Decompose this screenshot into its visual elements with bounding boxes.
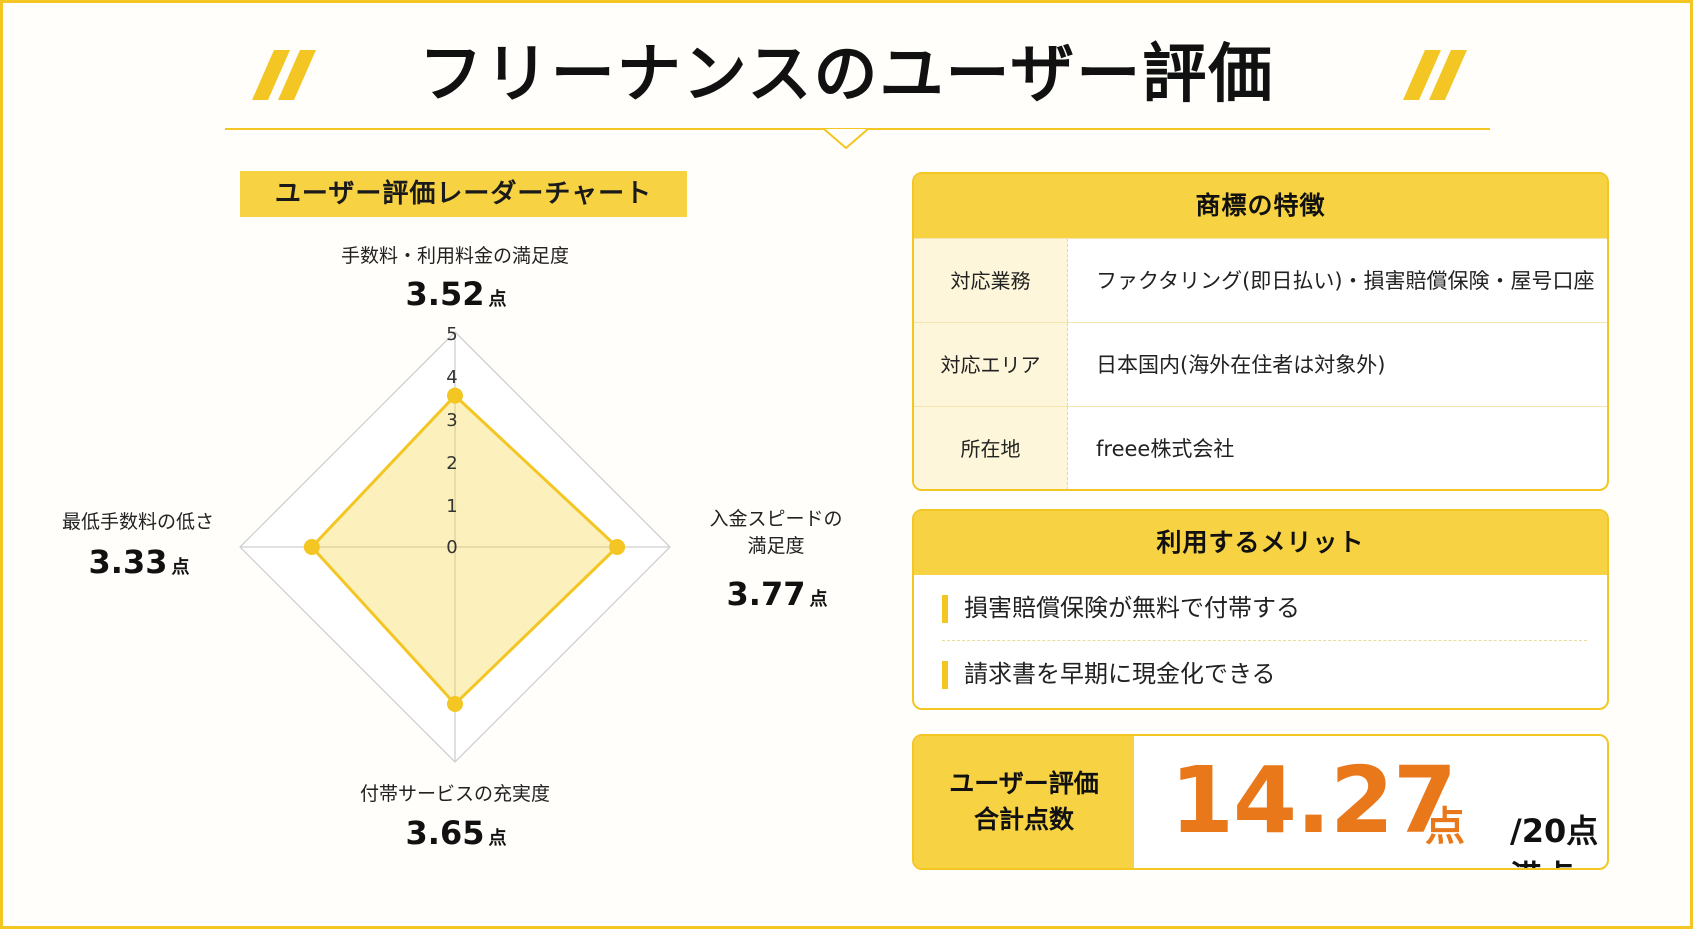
radar-tick-label: 0 [446,537,457,558]
total-score-unit: 点 [1425,804,1465,850]
page-title: フリーナンスのユーザー評価 [418,38,1275,112]
total-score-body: 14.27 点 /20点満点 [1134,736,1607,868]
radar-axis-label: 手数料・利用料金の満足度 [341,245,569,267]
radar-axis-unit: 点 [171,556,189,578]
features-title: 商標の特徴 [914,174,1607,238]
radar-tick-label: 1 [446,496,457,517]
radar-tick-label: 2 [446,453,457,474]
feature-value: 日本国内(海外在住者は対象外) [1096,353,1386,377]
radar-axis-unit: 点 [488,827,506,849]
radar-axis-value: 3.52 [406,275,485,313]
radar-axis-label: 最低手数料の低さ [62,511,214,533]
feature-key: 所在地 [914,407,1068,489]
radar-axis-unit: 点 [809,588,827,610]
feature-key: 対応業務 [914,239,1068,322]
radar-axis-value: 3.77 [727,575,806,613]
feature-key: 対応エリア [914,323,1068,406]
radar-axis-label: 付帯サービスの充実度 [360,783,550,805]
feature-value: freee株式会社 [1096,437,1235,461]
total-score-card: ユーザー評価 合計点数 14.27 点 /20点満点 [912,734,1609,870]
merits-title: 利用するメリット [914,511,1607,575]
merit-item: 損害賠償保険が無料で付帯する [942,575,1587,641]
total-score-value: 14.27 [1170,747,1457,854]
merit-item: 請求書を早期に現金化できる [942,641,1587,707]
features-card: 商標の特徴 対応業務 ファクタリング(即日払い)・損害賠償保険・屋号口座 対応エ… [912,172,1609,491]
slash-decoration-right-icon [1403,50,1467,100]
feature-row-location: 所在地 freee株式会社 [914,406,1607,489]
radar-axis-value: 3.65 [406,814,485,852]
radar-axis-label: 満足度 [747,535,804,557]
radar-data-point [447,695,463,712]
title-notch-icon [824,129,868,149]
radar-data-point [303,539,320,555]
feature-row-business: 対応業務 ファクタリング(即日払い)・損害賠償保険・屋号口座 [914,238,1607,322]
total-score-label: ユーザー評価 合計点数 [914,736,1134,868]
radar-axis-unit: 点 [488,288,506,310]
radar-data-point [609,539,626,555]
radar-axis-value: 3.33 [89,543,168,581]
slash-decoration-left-icon [252,50,316,100]
chart-title: ユーザー評価レーダーチャート [240,171,687,217]
radar-data-point [447,387,463,404]
feature-value: ファクタリング(即日払い)・損害賠償保険・屋号口座 [1096,269,1595,293]
total-label-line1: ユーザー評価 [949,769,1099,798]
merits-card: 利用するメリット 損害賠償保険が無料で付帯する 請求書を早期に現金化できる [912,509,1609,710]
feature-row-area: 対応エリア 日本国内(海外在住者は対象外) [914,322,1607,406]
radar-tick-label: 4 [446,367,457,388]
radar-axis-label: 入金スピードの [709,508,842,530]
radar-tick-label: 5 [446,324,457,345]
total-label-line2: 合計点数 [973,805,1074,834]
radar-tick-label: 3 [446,410,457,431]
total-score-max: /20点満点 [1510,812,1599,868]
